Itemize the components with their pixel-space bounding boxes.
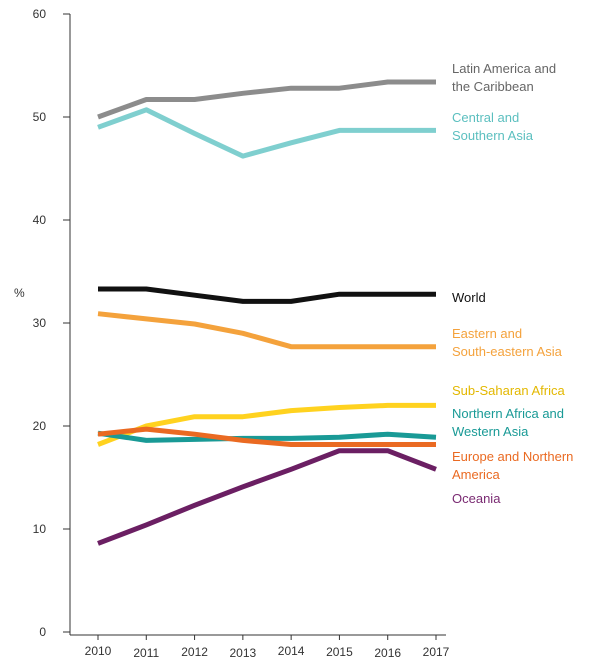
y-tick-label: 60 xyxy=(33,7,47,21)
series-line xyxy=(97,107,436,159)
series-line xyxy=(97,402,436,447)
axes: % xyxy=(14,14,446,636)
series-label: the Caribbean xyxy=(452,79,534,94)
series-line xyxy=(97,448,437,546)
x-tick-label: 2017 xyxy=(423,645,450,659)
series-label: Latin America and xyxy=(452,61,556,76)
x-tick-label: 2014 xyxy=(278,644,305,658)
x-tick-label: 2016 xyxy=(374,646,401,660)
series-line xyxy=(98,286,436,304)
series-label: America xyxy=(452,467,500,482)
series-label: Western Asia xyxy=(452,424,529,439)
x-tick-label: 2013 xyxy=(230,646,257,660)
y-ticks: 0 10 20 30 40 50 60 xyxy=(33,7,70,639)
series-label: Sub-Saharan Africa xyxy=(452,383,566,398)
series-label: Oceania xyxy=(452,491,501,506)
x-tick-label: 2012 xyxy=(181,645,208,659)
series-label: Southern Asia xyxy=(452,128,534,143)
series-line xyxy=(97,79,436,120)
x-tick-label: 2015 xyxy=(326,645,353,659)
y-tick-label: 10 xyxy=(33,522,47,536)
y-tick-label: 40 xyxy=(33,213,47,227)
series-line xyxy=(97,426,436,447)
x-tick-label: 2011 xyxy=(133,646,159,660)
series-line xyxy=(97,430,437,443)
series-label: World xyxy=(452,290,486,305)
y-tick-label: 50 xyxy=(33,110,47,124)
series-label: Northern Africa and xyxy=(452,406,564,421)
series-label: Eastern and xyxy=(452,326,522,341)
series-lines xyxy=(97,79,437,546)
y-tick-label: 0 xyxy=(39,625,46,639)
y-tick-label: 20 xyxy=(33,419,47,433)
series-label: South-eastern Asia xyxy=(452,344,563,359)
y-axis-label: % xyxy=(14,286,25,300)
x-ticks: 2010 2011 2012 2013 2014 2015 2016 2017 xyxy=(85,635,450,660)
series-label: Central and xyxy=(452,110,519,125)
series-labels: Latin America and the Caribbean Central an… xyxy=(452,61,573,506)
x-tick-label: 2010 xyxy=(85,644,112,658)
series-line xyxy=(97,311,436,350)
series-label: Europe and Northern xyxy=(452,449,573,464)
y-tick-label: 30 xyxy=(33,316,47,330)
